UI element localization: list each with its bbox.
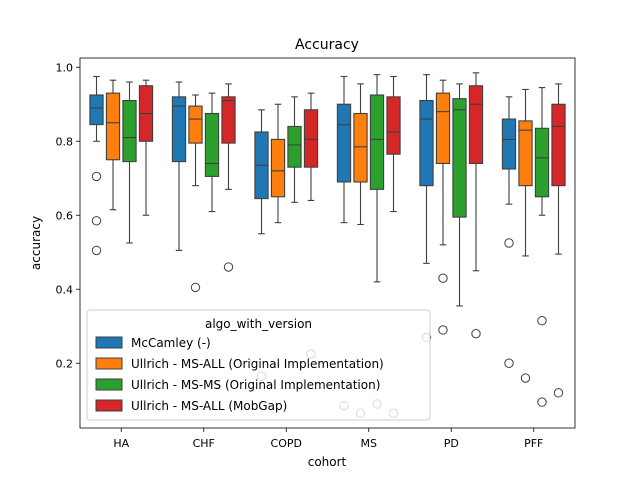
chart-title: Accuracy bbox=[295, 37, 359, 53]
box-body bbox=[287, 125, 302, 168]
box-body bbox=[518, 120, 533, 187]
outlier-point bbox=[504, 238, 514, 248]
x-tick-label: COPD bbox=[271, 437, 302, 450]
y-axis-label: accuracy bbox=[29, 216, 43, 270]
y-tick-label: 1.0 bbox=[56, 61, 74, 74]
box-body bbox=[435, 92, 451, 165]
box-body bbox=[386, 96, 401, 155]
box-body bbox=[270, 138, 286, 198]
box-HA-1 bbox=[105, 79, 121, 211]
outlier-point bbox=[537, 397, 547, 407]
box-COPD-2 bbox=[287, 96, 302, 203]
box-body bbox=[419, 100, 434, 187]
y-tick-label: 0.2 bbox=[56, 357, 74, 370]
y-tick-label: 0.4 bbox=[56, 283, 74, 296]
outlier-point bbox=[438, 273, 448, 283]
box-PFF-1 bbox=[518, 88, 533, 383]
axes-frame bbox=[79, 57, 576, 429]
y-axis: 0.2 0.4 0.6 0.8 1.0 bbox=[56, 61, 80, 370]
box-PD-0 bbox=[419, 74, 434, 343]
outlier-point bbox=[190, 282, 201, 293]
legend-title: algo_with_version bbox=[205, 317, 312, 331]
legend-entry-label: McCamley (-) bbox=[131, 336, 211, 350]
outlier-point bbox=[520, 373, 531, 383]
box-COPD-1 bbox=[270, 103, 286, 224]
box-body bbox=[468, 85, 484, 164]
box-CHF-2 bbox=[204, 92, 220, 213]
legend-swatch bbox=[95, 378, 123, 391]
box-body bbox=[353, 112, 368, 183]
outlier-point bbox=[91, 216, 102, 226]
outlier-point bbox=[91, 245, 102, 256]
legend-entry-label: Ullrich - MS-MS (Original Implementation… bbox=[131, 378, 380, 392]
box-body bbox=[336, 103, 352, 183]
box-body bbox=[122, 100, 137, 163]
box-body bbox=[534, 127, 550, 198]
legend: algo_with_version McCamley (-) Ullrich - M… bbox=[86, 309, 431, 421]
box-body bbox=[452, 98, 467, 218]
x-axis-label: cohort bbox=[308, 455, 347, 469]
legend-entry-label: Ullrich - MS-ALL (Original Implementatio… bbox=[131, 357, 384, 371]
x-axis: HA CHF COPD MS PD PFF bbox=[113, 428, 543, 450]
box-body bbox=[204, 112, 220, 177]
x-tick-label: HA bbox=[113, 437, 129, 450]
plot-area bbox=[89, 72, 566, 418]
box-COPD-3 bbox=[303, 92, 319, 359]
outlier-point bbox=[504, 358, 514, 368]
box-body bbox=[221, 96, 236, 144]
outlier-point bbox=[438, 325, 448, 335]
x-tick-label: MS bbox=[361, 437, 377, 450]
box-PD-1 bbox=[435, 79, 451, 335]
outlier-point bbox=[471, 328, 481, 339]
outlier-point bbox=[223, 262, 234, 272]
box-MS-1 bbox=[353, 83, 368, 418]
box-PFF-2 bbox=[534, 87, 550, 407]
box-body bbox=[369, 94, 385, 190]
box-CHF-0 bbox=[171, 81, 187, 251]
x-tick-label: PD bbox=[444, 437, 459, 450]
box-PFF-3 bbox=[551, 83, 566, 398]
legend-frame bbox=[86, 309, 431, 421]
box-HA-2 bbox=[122, 81, 137, 244]
box-body bbox=[501, 118, 517, 170]
y-tick-label: 0.6 bbox=[56, 209, 74, 222]
box-MS-3 bbox=[386, 75, 401, 418]
legend-swatch bbox=[95, 357, 123, 370]
x-tick-label: PFF bbox=[524, 437, 543, 450]
legend-entry-label: Ullrich - MS-ALL (MobGap) bbox=[131, 399, 287, 413]
box-body bbox=[303, 109, 319, 168]
box-CHF-3 bbox=[221, 83, 236, 272]
outlier-point bbox=[537, 316, 547, 326]
box-body bbox=[188, 105, 203, 144]
legend-swatch bbox=[95, 399, 123, 412]
box-body bbox=[105, 92, 121, 161]
box-HA-0 bbox=[89, 75, 104, 256]
box-PD-3 bbox=[468, 72, 484, 339]
box-PFF-0 bbox=[501, 96, 517, 368]
box-CHF-1 bbox=[188, 94, 203, 293]
box-PD-2 bbox=[452, 83, 467, 307]
box-MS-2 bbox=[369, 74, 385, 409]
y-tick-label: 0.8 bbox=[56, 135, 74, 148]
outlier-point bbox=[91, 171, 102, 182]
outlier-point bbox=[553, 388, 564, 398]
legend-swatch bbox=[95, 336, 123, 349]
x-tick-label: CHF bbox=[193, 437, 215, 450]
box-body bbox=[89, 94, 104, 126]
box-body bbox=[171, 96, 187, 163]
box-body bbox=[551, 103, 566, 187]
box-HA-3 bbox=[138, 79, 154, 216]
